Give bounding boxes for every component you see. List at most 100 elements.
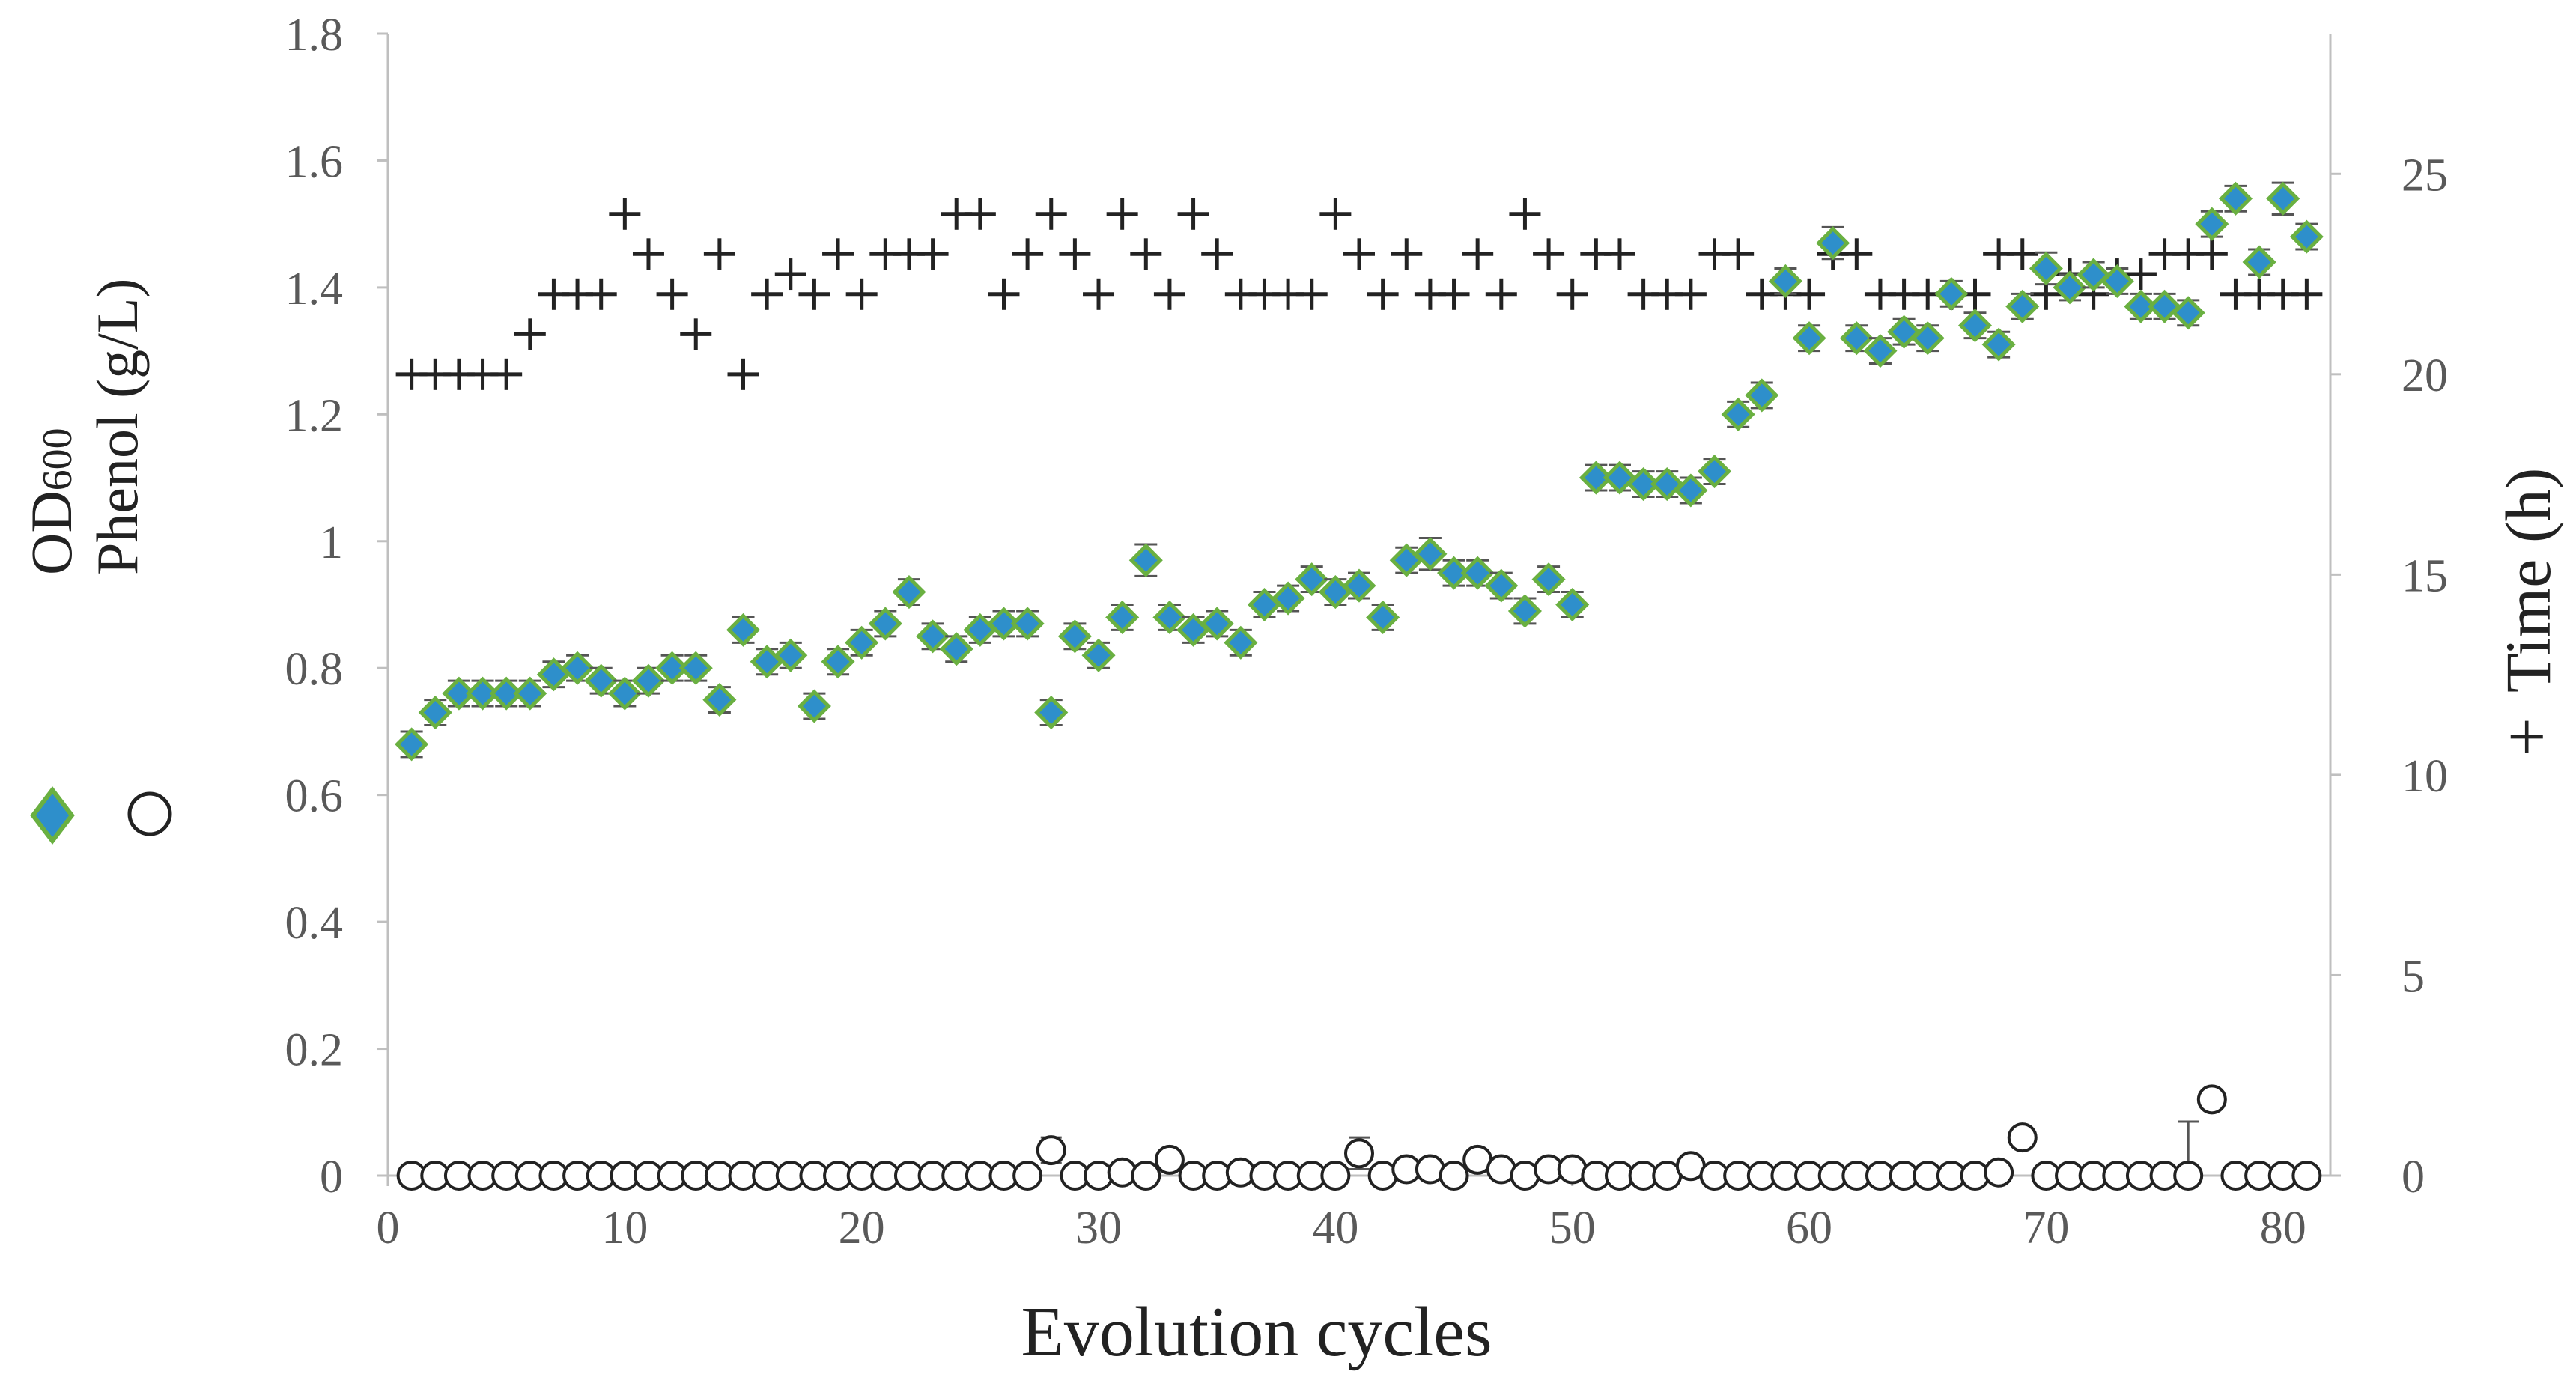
od-point <box>1697 455 1732 489</box>
time-plus-point <box>798 278 830 310</box>
od-point <box>1389 543 1424 577</box>
od-point <box>845 625 879 660</box>
od-point <box>1342 568 1376 603</box>
od-point <box>726 613 761 647</box>
od-point <box>1224 625 1258 660</box>
time-plus-point <box>2291 278 2323 310</box>
phenol-point <box>1320 1161 1351 1191</box>
time-legend-symbol: + <box>2488 717 2565 756</box>
time-plus-point <box>1201 238 1233 270</box>
od-point <box>1579 461 1613 495</box>
time-plus-point <box>2196 238 2228 270</box>
phenol-point <box>2291 1161 2322 1191</box>
phenol-point <box>2173 1161 2204 1191</box>
od-point <box>1839 321 1874 356</box>
od-point <box>2148 289 2182 323</box>
y-tick-label: 1.4 <box>285 264 344 314</box>
data-layer <box>395 181 2324 1191</box>
od-point <box>536 657 571 692</box>
od-point <box>2053 270 2087 305</box>
y2-tick-label: 20 <box>2402 350 2448 401</box>
od-point <box>1934 276 1969 311</box>
time-plus-point <box>917 238 949 270</box>
time-plus-point <box>1556 278 1588 310</box>
time-plus-point <box>2124 258 2157 291</box>
od-point <box>513 676 547 711</box>
time-plus-point <box>1674 278 1707 310</box>
time-plus-point <box>1295 278 1328 310</box>
od-point <box>1247 587 1281 622</box>
time-plus-point <box>727 358 759 390</box>
left-axis-legend: OD600 Phenol (g/L) <box>19 279 150 575</box>
time-plus-point <box>751 278 783 310</box>
od-point <box>2100 264 2134 298</box>
time-plus-point <box>703 238 735 270</box>
od-point <box>1531 562 1566 597</box>
od-point <box>2124 289 2158 323</box>
time-plus-point <box>1177 198 1209 230</box>
time-plus-point <box>1083 278 1115 310</box>
od-point <box>774 638 808 672</box>
time-plus-point <box>1841 238 1873 270</box>
od-point <box>2171 296 2205 330</box>
phenol-point <box>1344 1138 1374 1169</box>
od-point <box>1437 556 1471 590</box>
od-point <box>916 619 950 654</box>
time-plus-point <box>1319 198 1352 230</box>
od-point <box>2029 251 2063 286</box>
od-point <box>986 607 1021 641</box>
time-plus-point <box>1130 238 1162 270</box>
y-tick-label: 0 <box>320 1152 343 1203</box>
od-point <box>466 676 500 711</box>
time-plus-point <box>1153 278 1185 310</box>
time-plus-point <box>1485 278 1517 310</box>
od-legend-text: OD600 <box>19 428 84 575</box>
time-plus-point <box>1012 238 1044 270</box>
time-plus-point <box>1035 198 1067 230</box>
od-point <box>1295 562 1329 597</box>
od-point <box>797 689 831 723</box>
time-plus-point <box>1059 238 1091 270</box>
od-point <box>868 607 902 641</box>
od-point <box>1200 607 1234 641</box>
time-plus-point <box>490 358 523 390</box>
phenol-point <box>1439 1161 1469 1191</box>
od-point <box>1128 543 1163 577</box>
od-point <box>678 651 713 685</box>
od-point <box>607 676 642 711</box>
od-point <box>1910 321 1945 356</box>
od-legend-subscript: 600 <box>34 428 81 490</box>
phenol-point <box>1131 1161 1161 1191</box>
od-point <box>1887 314 1922 349</box>
time-plus-point <box>1462 238 1494 270</box>
time-plus-point <box>2006 238 2038 270</box>
od-point <box>1863 334 1898 368</box>
od-point <box>2242 245 2276 279</box>
od-point <box>1507 594 1542 628</box>
od-point <box>1626 466 1661 502</box>
od-point <box>1413 537 1448 571</box>
x-tick-label: 80 <box>2260 1203 2306 1253</box>
y2-tick-label: 25 <box>2402 150 2448 201</box>
time-plus-point <box>514 318 546 350</box>
od-point <box>1745 378 1779 413</box>
time-plus-point <box>1343 238 1375 270</box>
x-tick-label: 60 <box>1786 1203 1832 1253</box>
phenol-legend-circle-icon <box>127 791 172 836</box>
right-axis-label: + Time (h) <box>2488 468 2565 756</box>
od-point <box>1081 638 1116 672</box>
od-point <box>892 575 926 610</box>
time-plus-point <box>1509 198 1541 230</box>
y2-tick-label: 15 <box>2402 550 2448 601</box>
od-point <box>1555 587 1590 622</box>
od-point <box>1674 473 1708 508</box>
od-point <box>1721 397 1755 431</box>
time-plus-point <box>964 198 996 230</box>
y-tick-label: 1.8 <box>285 10 344 61</box>
time-plus-point <box>656 278 688 310</box>
time-plus-point <box>1367 278 1399 310</box>
od-point <box>1034 695 1069 730</box>
x-axis-label: Evolution cycles <box>1021 1293 1492 1371</box>
od-legend-name: OD <box>19 490 84 575</box>
od-point <box>1152 600 1187 634</box>
